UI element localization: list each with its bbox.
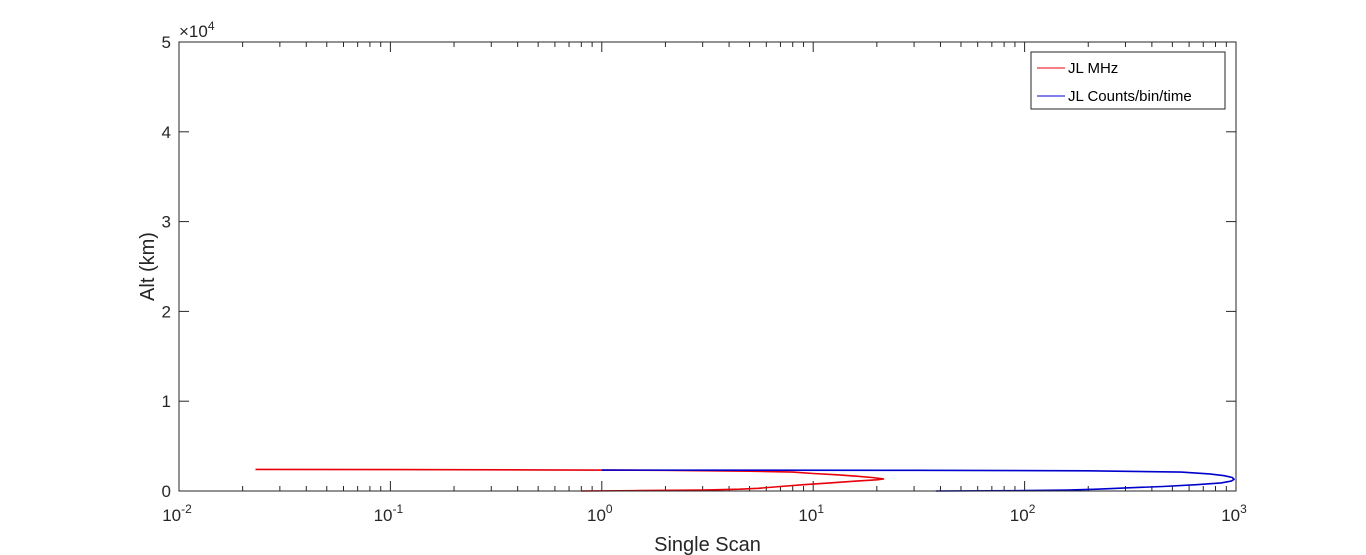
legend-box bbox=[1030, 51, 1226, 110]
series-line-1 bbox=[601, 469, 1235, 492]
labels-layer: 10-2 10-1 100 101 102 103 0 1 2 3 4 5 ×104 bbox=[162, 19, 1248, 525]
y-tick-label: 4 bbox=[162, 123, 171, 142]
plot-frame bbox=[178, 41, 1237, 492]
y-tick-label: 3 bbox=[162, 213, 171, 232]
x-tick-label: 10-1 bbox=[374, 502, 404, 525]
legend-label-jl-counts: JL Counts/bin/time bbox=[1068, 88, 1192, 105]
x-tick-label: 103 bbox=[1221, 502, 1247, 525]
x-tick-label: 10-2 bbox=[162, 502, 192, 525]
y-tick-label: 2 bbox=[162, 302, 171, 321]
legend: JL MHz JL Counts/bin/time bbox=[1030, 51, 1226, 110]
y-tick-label: 1 bbox=[162, 392, 171, 411]
x-tick-label: 101 bbox=[798, 502, 824, 525]
legend-label-jl-mhz: JL MHz bbox=[1068, 60, 1118, 77]
y-axis-label: Alt (km) bbox=[137, 232, 159, 301]
y-tick-label: 5 bbox=[162, 33, 171, 52]
series-layer bbox=[255, 468, 1235, 492]
x-tick-label: 102 bbox=[1010, 502, 1036, 525]
x-axis-label: Single Scan bbox=[654, 534, 761, 555]
y-exponent-label: ×104 bbox=[179, 19, 215, 41]
y-tick-label: 0 bbox=[162, 482, 171, 501]
x-tick-label: 100 bbox=[587, 502, 613, 525]
